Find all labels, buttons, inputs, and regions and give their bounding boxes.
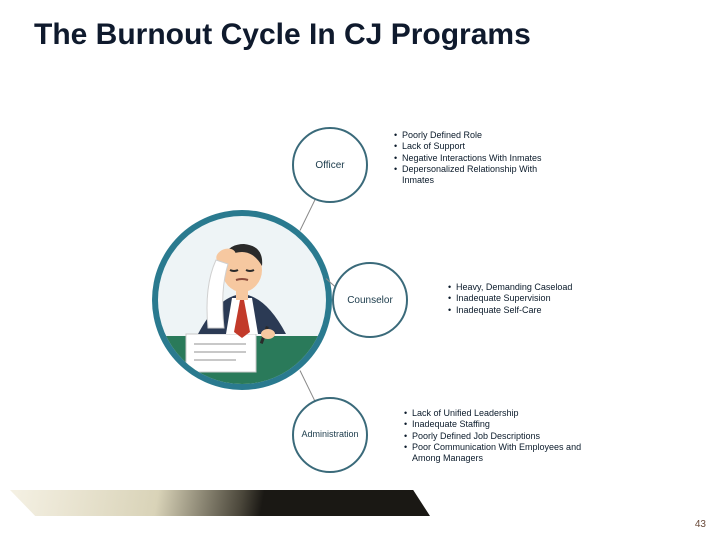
bullet-administration-2: •Poorly Defined Job Descriptions <box>404 431 594 442</box>
bullets-officer: •Poorly Defined Role•Lack of Support•Neg… <box>394 130 564 186</box>
node-officer: Officer <box>292 127 368 203</box>
node-counselor: Counselor <box>332 262 408 338</box>
bullets-counselor: •Heavy, Demanding Caseload•Inadequate Su… <box>448 282 628 316</box>
bullet-text: Depersonalized Relationship With Inmates <box>402 164 564 187</box>
bullet-text: Heavy, Demanding Caseload <box>456 282 572 293</box>
bullet-text: Inadequate Staffing <box>412 419 490 430</box>
bullet-counselor-2: •Inadequate Self-Care <box>448 305 628 316</box>
bullet-dot-icon: • <box>394 164 402 187</box>
bullet-text: Inadequate Self-Care <box>456 305 542 316</box>
node-label-administration: Administration <box>301 430 358 440</box>
node-administration: Administration <box>292 397 368 473</box>
bullet-dot-icon: • <box>394 130 402 141</box>
bullet-dot-icon: • <box>448 282 456 293</box>
bullet-dot-icon: • <box>404 408 412 419</box>
stressed-worker-illustration <box>158 216 326 384</box>
bullet-text: Poorly Defined Role <box>402 130 482 141</box>
bullet-text: Poor Communication With Employees and Am… <box>412 442 594 465</box>
bullet-officer-1: •Lack of Support <box>394 141 564 152</box>
bullet-dot-icon: • <box>404 442 412 465</box>
bullet-counselor-1: •Inadequate Supervision <box>448 293 628 304</box>
bullet-dot-icon: • <box>404 431 412 442</box>
page-number: 43 <box>695 519 706 530</box>
bullet-administration-1: •Inadequate Staffing <box>404 419 594 430</box>
bullet-dot-icon: • <box>448 305 456 316</box>
bullet-text: Lack of Unified Leadership <box>412 408 519 419</box>
decorative-shadow-bar <box>10 490 430 516</box>
bullet-dot-icon: • <box>404 419 412 430</box>
slide-title: The Burnout Cycle In CJ Programs <box>34 18 531 52</box>
bullet-text: Poorly Defined Job Descriptions <box>412 431 540 442</box>
bullet-administration-3: •Poor Communication With Employees and A… <box>404 442 594 465</box>
bullet-officer-3: •Depersonalized Relationship With Inmate… <box>394 164 564 187</box>
bullets-administration: •Lack of Unified Leadership•Inadequate S… <box>404 408 594 464</box>
bullet-text: Negative Interactions With Inmates <box>402 153 542 164</box>
bullet-dot-icon: • <box>394 141 402 152</box>
bullet-text: Inadequate Supervision <box>456 293 551 304</box>
bullet-counselor-0: •Heavy, Demanding Caseload <box>448 282 628 293</box>
bullet-dot-icon: • <box>394 153 402 164</box>
bullet-dot-icon: • <box>448 293 456 304</box>
bullet-officer-2: •Negative Interactions With Inmates <box>394 153 564 164</box>
bullet-administration-0: •Lack of Unified Leadership <box>404 408 594 419</box>
bullet-officer-0: •Poorly Defined Role <box>394 130 564 141</box>
node-label-officer: Officer <box>315 160 344 171</box>
node-label-counselor: Counselor <box>347 295 393 306</box>
bullet-text: Lack of Support <box>402 141 465 152</box>
